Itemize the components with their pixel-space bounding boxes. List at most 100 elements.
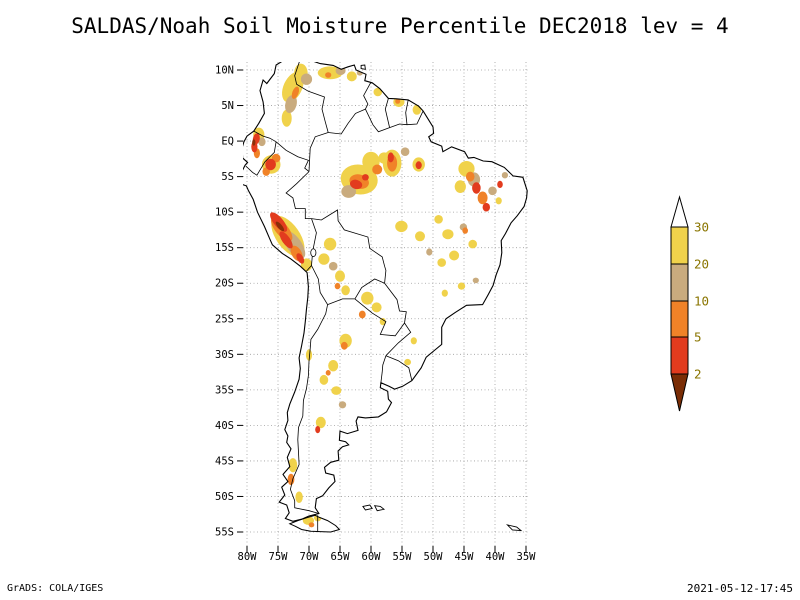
y-axis-tick-label: EQ bbox=[221, 136, 234, 148]
shaded-region bbox=[482, 202, 490, 212]
shaded-region bbox=[346, 71, 357, 82]
colorbar-label: 20 bbox=[694, 257, 709, 272]
y-axis-tick-label: 15S bbox=[215, 242, 234, 254]
shaded-region bbox=[404, 358, 411, 366]
shaded-region bbox=[300, 73, 313, 85]
axis-layer: 10N 5N EQ 5S 10S 15S 20S 25S 30S 35S 40S 45S 50S 55S 8… bbox=[215, 65, 536, 564]
colorbar-label: 10 bbox=[694, 294, 709, 309]
y-axis-tick-label: 5S bbox=[221, 171, 234, 183]
x-axis-tick-label: 60W bbox=[362, 551, 382, 563]
shaded-region bbox=[488, 186, 497, 196]
lake-titicaca-outline bbox=[310, 248, 317, 257]
country-border bbox=[327, 298, 355, 305]
country-border bbox=[285, 171, 312, 219]
x-axis-tick-label: 40W bbox=[486, 551, 506, 563]
shaded-region bbox=[323, 237, 337, 251]
x-axis-tick-label: 45W bbox=[455, 551, 475, 563]
island-outline bbox=[505, 524, 523, 532]
shaded-region bbox=[325, 72, 332, 78]
shaded-region bbox=[341, 285, 350, 296]
shaded-region bbox=[318, 253, 330, 265]
shaded-region bbox=[454, 180, 466, 194]
shaded-region bbox=[495, 197, 502, 205]
shaded-region bbox=[387, 152, 394, 163]
colorbar: 30 20 10 5 2 bbox=[670, 195, 709, 412]
shaded-region bbox=[415, 161, 422, 170]
x-axis-tick-label: 70W bbox=[300, 551, 320, 563]
y-axis-tick-label: 50S bbox=[215, 491, 234, 503]
shaded-region bbox=[412, 104, 422, 115]
shaded-region bbox=[362, 174, 369, 181]
shaded-region bbox=[325, 370, 331, 376]
colorbar-label: 5 bbox=[694, 330, 702, 345]
shaded-region bbox=[334, 282, 341, 290]
shaded-region bbox=[395, 220, 408, 233]
shaded-region bbox=[371, 302, 382, 313]
x-axis-tick-label: 65W bbox=[331, 551, 351, 563]
shaded-region bbox=[305, 349, 313, 361]
shaded-region bbox=[341, 185, 357, 198]
shaded-region bbox=[426, 248, 433, 256]
shaded-region bbox=[372, 164, 383, 175]
colorbar-label: 30 bbox=[694, 220, 709, 235]
country-border bbox=[354, 278, 385, 300]
shaded-region bbox=[373, 87, 383, 97]
shaded-region bbox=[349, 179, 363, 190]
country-border bbox=[380, 355, 387, 383]
shaded-region bbox=[265, 158, 276, 171]
x-axis-tick-label: 75W bbox=[269, 551, 289, 563]
country-border bbox=[306, 265, 312, 272]
country-border bbox=[245, 141, 277, 176]
shaded-region bbox=[340, 341, 348, 350]
country-border bbox=[354, 298, 405, 337]
x-axis-tick-label: 80W bbox=[238, 551, 258, 563]
shaded-region bbox=[497, 180, 503, 188]
shaded-layer bbox=[251, 63, 508, 528]
tierra-del-fuego-outline bbox=[288, 514, 341, 533]
coastline bbox=[243, 62, 528, 522]
shaded-region bbox=[315, 416, 326, 429]
grid-layer bbox=[243, 62, 530, 546]
shaded-region bbox=[296, 253, 305, 264]
country-border bbox=[294, 62, 329, 133]
country-border bbox=[363, 81, 372, 110]
y-axis-tick-label: 20S bbox=[215, 278, 234, 290]
country-border bbox=[365, 108, 390, 133]
country-border bbox=[405, 99, 409, 125]
shaded-region bbox=[477, 191, 488, 205]
shaded-region bbox=[288, 458, 298, 473]
shaded-region bbox=[468, 239, 478, 249]
shaded-region bbox=[415, 231, 425, 242]
shaded-region bbox=[291, 86, 300, 99]
shaded-region bbox=[328, 261, 338, 271]
y-axis-tick-label: 30S bbox=[215, 349, 234, 361]
shaded-region bbox=[287, 473, 295, 486]
shaded-region bbox=[335, 270, 345, 282]
shaded-region bbox=[358, 310, 366, 319]
plot-timestamp: 2021-05-12-17:45 bbox=[687, 582, 793, 595]
colorbar-segment bbox=[670, 263, 689, 302]
shaded-region bbox=[275, 221, 285, 232]
y-axis-tick-label: 40S bbox=[215, 420, 234, 432]
shaded-region bbox=[338, 401, 347, 409]
shaded-region bbox=[258, 137, 266, 147]
colorbar-arrow-top bbox=[670, 195, 689, 228]
shaded-region bbox=[501, 172, 508, 179]
island-outline bbox=[373, 505, 386, 512]
shaded-region bbox=[295, 491, 303, 503]
shaded-region bbox=[361, 291, 374, 305]
shaded-region bbox=[315, 426, 321, 434]
country-border bbox=[311, 265, 328, 305]
shaded-region bbox=[331, 386, 342, 395]
x-axis-tick-label: 55W bbox=[393, 551, 413, 563]
colorbar-segment bbox=[670, 226, 689, 265]
shaded-region bbox=[441, 289, 448, 297]
country-border bbox=[328, 108, 366, 135]
country-border bbox=[385, 355, 413, 381]
grads-credit-label: GrADS: COLA/IGES bbox=[7, 583, 104, 594]
country-border bbox=[389, 123, 408, 128]
country-border bbox=[289, 304, 328, 514]
country-border bbox=[253, 130, 277, 143]
